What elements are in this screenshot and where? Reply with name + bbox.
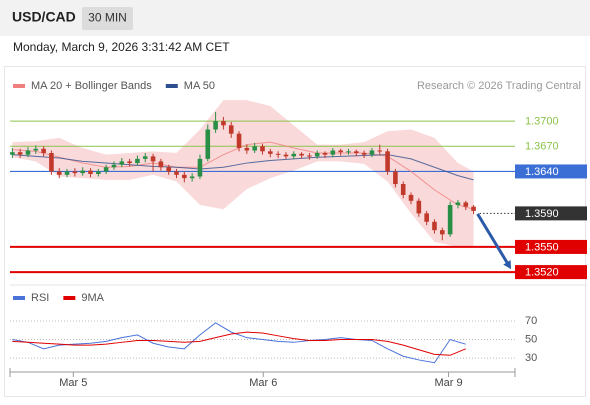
y-tick-label: 70: [525, 315, 537, 327]
candle-body: [307, 155, 312, 157]
level-label: 1.3590: [525, 208, 559, 220]
candle-body: [260, 146, 265, 152]
candle-body: [189, 176, 195, 179]
candle-body: [228, 125, 234, 134]
candle-body: [127, 161, 132, 164]
candle-body: [283, 154, 289, 157]
candle-body: [463, 202, 469, 207]
candle-body: [291, 153, 297, 157]
candle-body: [346, 151, 351, 153]
candle-body: [111, 164, 117, 168]
level-label: 1.3700: [525, 116, 559, 128]
y-tick-label: 30: [525, 352, 537, 364]
timestamp: Monday, March 9, 2026 3:31:42 AM CET: [13, 40, 230, 54]
candle-body: [338, 150, 343, 153]
candle-body: [314, 153, 320, 157]
legend-swatch: [165, 84, 178, 88]
candle-body: [432, 221, 437, 231]
legend-swatch: [13, 296, 25, 300]
candle-body: [424, 213, 429, 222]
candle-body: [205, 129, 211, 159]
candle-body: [393, 171, 398, 185]
candle-body: [182, 174, 187, 179]
candle-body: [252, 146, 257, 151]
candle-body: [330, 150, 336, 155]
moving-average: [12, 154, 474, 181]
candle-body: [150, 156, 156, 162]
y-tick-label: 50: [525, 333, 537, 345]
candle-body: [377, 150, 383, 152]
candle-body: [88, 170, 93, 174]
x-tick-label: Mar 6: [249, 377, 277, 389]
candle-body: [408, 194, 414, 201]
x-tick-label: Mar 5: [59, 377, 87, 389]
candle-body: [166, 167, 171, 172]
candle-body: [369, 150, 375, 155]
candle-body: [17, 152, 23, 155]
candle-body: [299, 153, 304, 156]
forecast-arrow-head: [503, 260, 511, 270]
candle-body: [221, 121, 226, 126]
level-label-box: [515, 206, 587, 221]
candle-body: [275, 153, 281, 155]
candle-body: [49, 153, 54, 172]
level-label: 1.3670: [525, 141, 559, 153]
candle-body: [142, 156, 148, 159]
candle-body: [439, 230, 445, 235]
candle-body: [64, 171, 70, 175]
candle-body: [80, 170, 86, 174]
legend-label: RSI: [31, 292, 49, 304]
candle-body: [268, 151, 273, 154]
interval-button[interactable]: [82, 7, 133, 30]
legend-swatch: [63, 296, 76, 300]
candle-body: [119, 161, 125, 165]
candle-body: [244, 147, 250, 151]
candle-body: [236, 133, 242, 148]
candle-body: [354, 151, 359, 153]
level-label-box: [515, 164, 587, 179]
moving-average: [12, 141, 474, 210]
indicator-line: [12, 331, 466, 356]
symbol: USD/CAD: [12, 9, 76, 25]
candle-body: [25, 150, 31, 155]
candle-body: [447, 205, 453, 235]
candle-body: [10, 152, 15, 155]
candle-body: [158, 161, 164, 168]
level-label: 1.3640: [525, 166, 559, 178]
level-label-box: [515, 239, 587, 254]
candle-body: [400, 184, 406, 195]
frame: [4, 66, 586, 397]
candle-body: [322, 153, 328, 155]
candle-body: [361, 153, 367, 155]
legend-swatch: [13, 84, 25, 88]
legend-label: MA 50: [184, 80, 215, 92]
legend-label: MA 20 + Bollinger Bands: [31, 80, 152, 92]
candle-body: [103, 167, 109, 172]
candle-body: [56, 171, 62, 175]
candle-body: [72, 171, 78, 174]
candle-body: [197, 158, 203, 177]
legend-label: 9MA: [81, 292, 104, 304]
candle-body: [33, 148, 39, 151]
indicator-line: [12, 322, 466, 364]
candle-body: [135, 158, 140, 164]
bollinger-band: [12, 100, 474, 247]
candle-body: [96, 171, 101, 174]
x-tick-label: Mar 9: [434, 377, 462, 389]
forecast-arrow: [476, 213, 510, 265]
candle-body: [174, 171, 179, 175]
candle-body: [41, 148, 46, 153]
level-label-box: [515, 265, 587, 280]
level-label: 1.3550: [525, 241, 559, 253]
credit: Research © 2026 Trading Central: [417, 80, 581, 92]
candle-body: [455, 202, 461, 205]
interval[interactable]: 30 MIN: [88, 11, 127, 25]
candle-body: [416, 200, 422, 214]
level-label: 1.3520: [525, 267, 559, 279]
candle-body: [213, 121, 218, 130]
candle-body: [471, 206, 476, 211]
candle-body: [385, 151, 390, 172]
